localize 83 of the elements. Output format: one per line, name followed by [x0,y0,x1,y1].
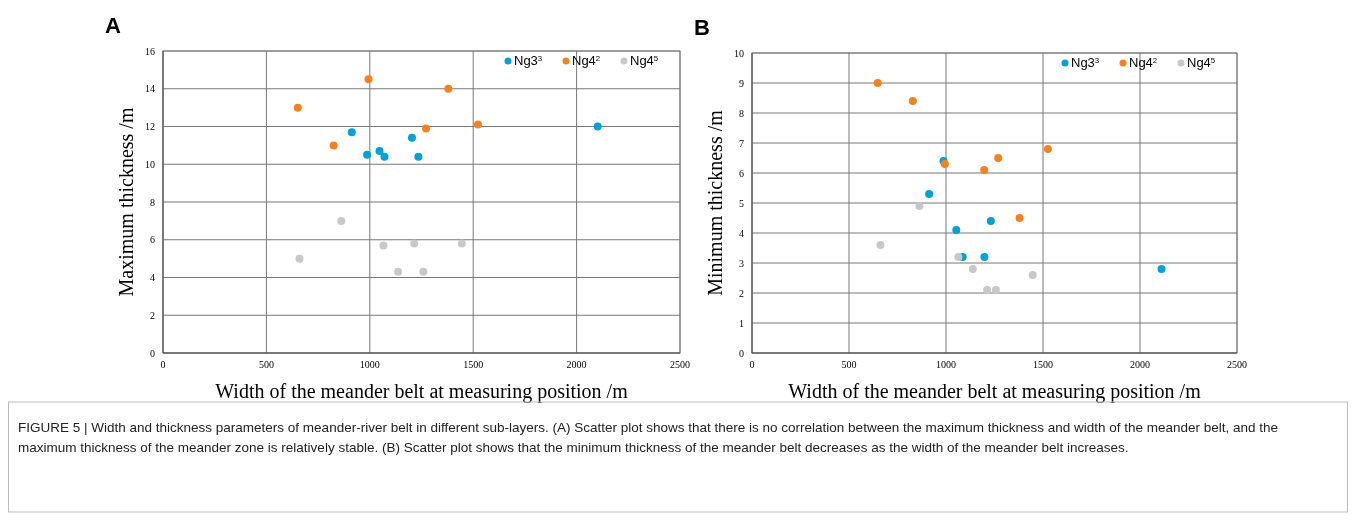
x-axis-title: Width of the meander belt at measuring position /m [215,380,629,403]
x-tick-label: 500 [841,359,857,370]
point [394,267,403,276]
point [593,122,602,131]
point [419,267,428,276]
x-tick-label: 2500 [1227,359,1247,370]
y-tick-label: 0 [150,347,155,359]
point [983,286,992,294]
x-tick-label: 1000 [359,359,380,370]
point [457,239,466,248]
y-tick-label: 4 [739,227,744,239]
x-tick-label: 2000 [566,359,587,370]
y-tick-label: 5 [739,197,744,209]
x-tick-label: 1500 [1033,359,1053,370]
point [994,154,1003,162]
y-tick-label: 1 [739,317,744,329]
point [473,120,482,129]
x-tick-label: 2500 [670,359,690,370]
point [1015,214,1024,222]
legend-label: Ng4$^{5}$ [1187,55,1216,70]
y-tick-label: 4 [150,272,155,283]
caption: FIGURE 5 | Width and thickness parameters of meander-river belt in different sub-layers. (A) Scatter plot shows that there is no correlation between the maximum thickness and width of the meander belt, and the maximum thickness of the meander zone is relatively stable. (B) Scatter plot shows that the minimum thickness of the meander belt decreases as the width of the meander belt increases. [18,419,1280,457]
x-tick-label: 2000 [1130,359,1150,370]
point [364,75,373,84]
x-axis-title: Width of the meander belt at measuring position /m [788,380,1202,403]
point [980,166,989,174]
point [1157,265,1166,273]
point [379,241,388,250]
point [293,103,302,112]
y-tick-label: 10 [145,158,155,170]
y-tick-label: 7 [739,137,744,149]
point [873,79,882,87]
y-tick-label: 2 [739,287,744,299]
y-axis-title: Minimum thickness /m [704,109,726,296]
point [407,133,416,142]
x-tick-label: 1000 [936,359,956,370]
x-tick-label: 0 [160,359,166,370]
y-tick-label: 6 [739,167,744,179]
y-tick-label: 8 [150,196,155,208]
chart-title: B [694,15,710,40]
x-tick-label: 0 [749,359,755,370]
legend-label: Ng4$^{2}$ [1129,55,1158,70]
point [876,241,885,249]
point [952,226,961,234]
point [991,286,1000,294]
point [422,124,431,133]
point [380,152,389,161]
legend-label: Ng3$^{3}$ [514,53,543,68]
point [1043,145,1052,153]
legend-label: Ng4$^{5}$ [630,53,659,68]
chart-title: A [105,13,121,38]
point [986,217,995,225]
point [337,216,346,225]
y-tick-label: 6 [150,234,155,246]
y-tick-label: 12 [145,121,155,132]
y-axis-title: Maximum thickness /m [115,107,137,297]
point [968,265,977,273]
point [954,253,963,261]
point [410,239,419,248]
point [375,147,384,156]
x-tick-label: 1500 [463,359,484,370]
point [295,254,304,263]
y-tick-label: 2 [150,309,155,321]
y-tick-label: 3 [739,257,744,269]
y-tick-label: 8 [739,107,744,119]
y-tick-label: 16 [145,45,155,57]
y-tick-label: 14 [145,83,155,95]
y-tick-label: 9 [739,77,744,89]
point [980,253,989,261]
y-tick-label: 10 [734,47,744,59]
point [915,202,924,210]
y-tick-label: 0 [739,347,744,359]
point [329,141,338,150]
point [363,150,372,159]
point [347,128,356,137]
point [444,84,453,93]
point [414,152,423,161]
point [908,97,917,105]
x-tick-label: 500 [258,359,274,370]
legend-label: Ng3$^{3}$ [1071,55,1100,70]
legend-label: Ng4$^{2}$ [572,53,601,68]
point [925,190,934,198]
point [1028,271,1037,279]
